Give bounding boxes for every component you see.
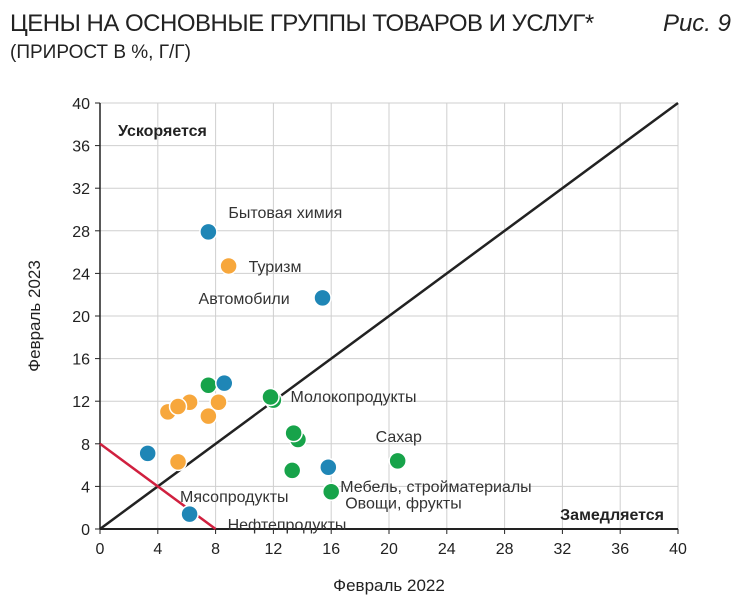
data-point <box>261 387 280 407</box>
point-label: Автомобили <box>199 291 290 308</box>
x-tick-label: 0 <box>96 541 105 558</box>
point-label: Молокопродукты <box>291 389 417 406</box>
point-label: Мясопродукты <box>180 489 289 506</box>
data-point <box>319 457 338 477</box>
y-axis-label: Февраль 2023 <box>25 260 44 372</box>
x-tick-label: 12 <box>265 541 283 558</box>
y-tick-label: 28 <box>72 224 90 241</box>
y-tick-label: 16 <box>72 352 90 369</box>
data-point <box>313 288 332 308</box>
data-point <box>199 375 218 395</box>
data-point <box>282 461 302 480</box>
data-point <box>219 256 238 276</box>
x-tick-label: 36 <box>611 541 629 558</box>
y-tick-label: 24 <box>72 266 90 283</box>
chart-subtitle: (ПРИРОСТ В %, Г/Г) <box>10 42 191 63</box>
point-label: Овощи, фрукты <box>345 496 462 513</box>
annotation-accelerating: Ускоряется <box>118 123 207 140</box>
y-tick-label: 0 <box>81 522 90 539</box>
data-point <box>388 451 407 471</box>
figure-number: Рис. 9 <box>662 10 731 37</box>
data-point <box>138 444 157 463</box>
x-tick-label: 40 <box>669 541 687 558</box>
data-point <box>199 406 218 426</box>
point-label: Сахар <box>376 429 422 446</box>
y-tick-label: 40 <box>72 96 90 113</box>
x-tick-label: 8 <box>211 541 220 558</box>
data-point <box>321 482 341 501</box>
annotation-decelerating: Замедляется <box>560 507 664 524</box>
diagonal-line <box>99 101 679 531</box>
x-tick-label: 32 <box>554 541 572 558</box>
y-tick-label: 36 <box>72 139 90 156</box>
y-tick-label: 8 <box>81 437 90 454</box>
y-tick-label: 4 <box>81 479 90 496</box>
x-tick-label: 20 <box>380 541 398 558</box>
data-point <box>168 397 188 416</box>
data-point <box>199 222 218 242</box>
x-axis-label: Февраль 2022 <box>333 576 445 595</box>
x-tick-label: 24 <box>438 541 456 558</box>
data-point <box>180 504 199 524</box>
x-tick-label: 4 <box>153 541 162 558</box>
data-point <box>168 452 188 472</box>
data-point <box>215 373 234 393</box>
point-label: Мебель, стройматериалы <box>340 479 531 496</box>
x-tick-label: 16 <box>322 541 340 558</box>
point-label: Туризм <box>249 259 302 276</box>
point-label: Бытовая химия <box>228 205 342 222</box>
y-tick-label: 20 <box>72 309 90 326</box>
y-tick-label: 12 <box>72 394 90 411</box>
x-tick-label: 28 <box>496 541 514 558</box>
data-point <box>209 393 228 412</box>
point-label: Нефтепродукты <box>228 517 347 534</box>
chart-title: ЦЕНЫ НА ОСНОВНЫЕ ГРУППЫ ТОВАРОВ И УСЛУГ* <box>10 10 594 37</box>
y-tick-label: 32 <box>72 181 90 198</box>
data-point <box>284 423 303 443</box>
